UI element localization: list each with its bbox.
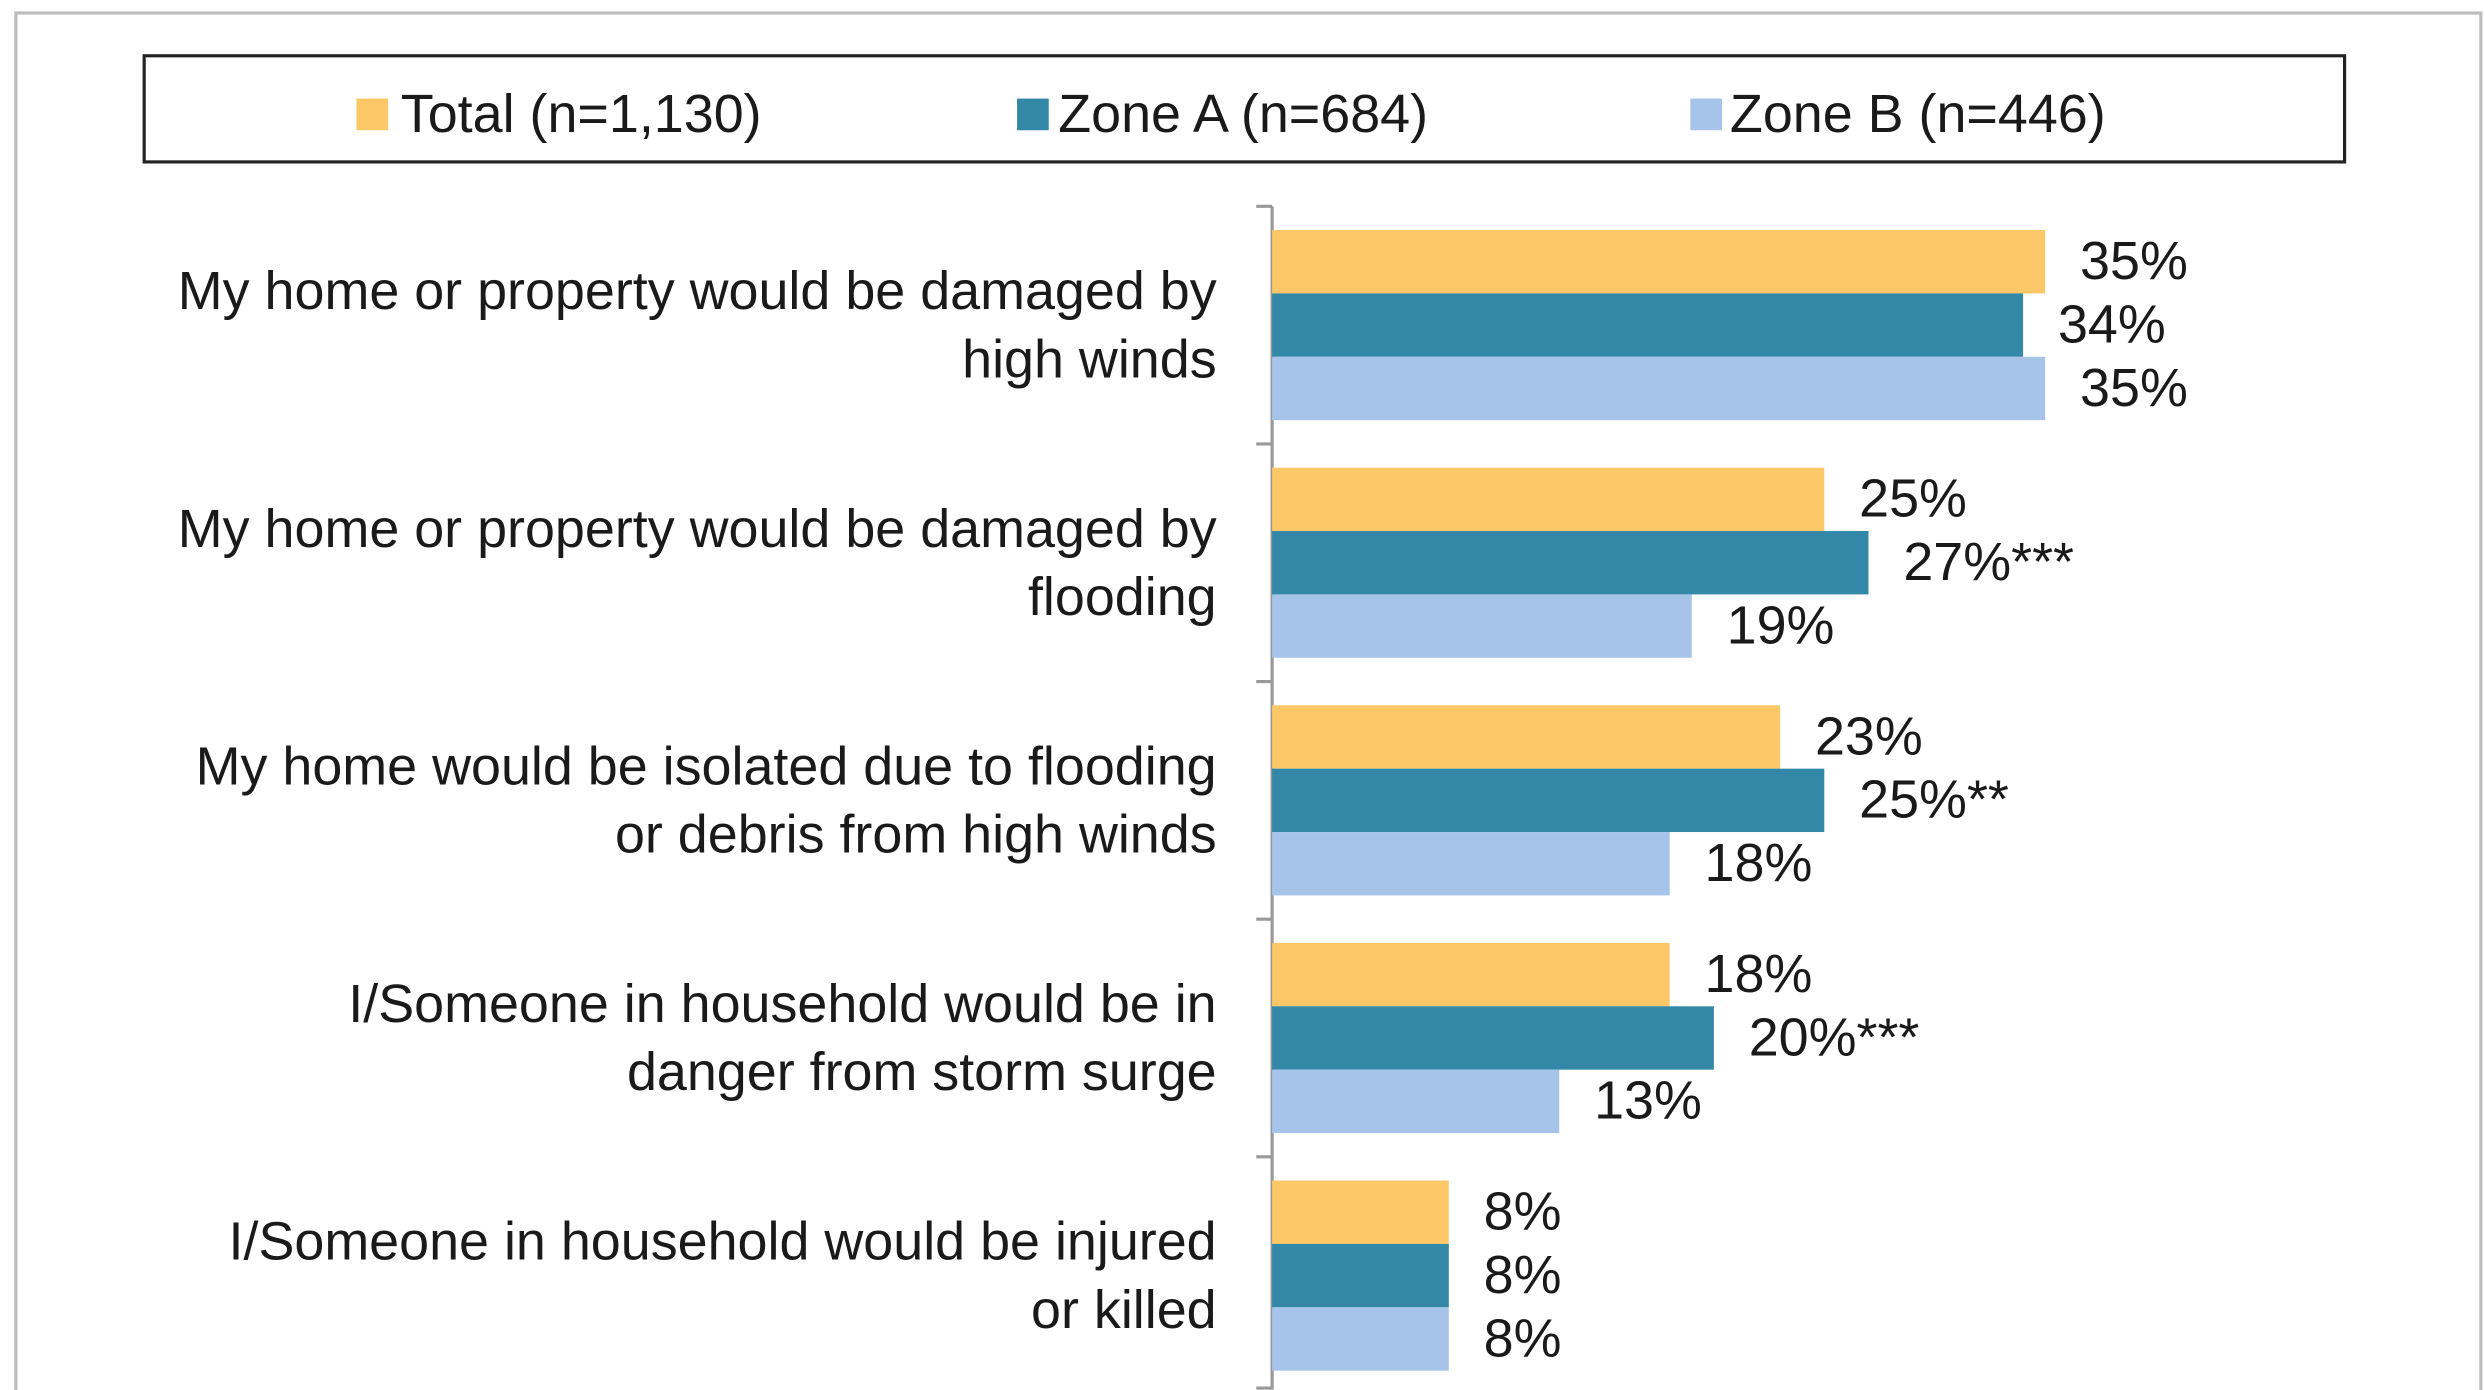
bar	[1272, 531, 1869, 595]
legend-label: Zone B (n=446)	[1730, 84, 2106, 144]
legend-label: Total (n=1,130)	[401, 84, 762, 144]
category-label: I/Someone in household would be injured	[229, 1212, 1217, 1272]
legend-box	[142, 54, 2347, 164]
data-label: 8%	[1484, 1182, 1562, 1242]
data-label: 25%**	[1859, 770, 2009, 830]
bar	[1272, 293, 2024, 357]
bar	[1272, 1180, 1449, 1244]
data-label: 8%	[1484, 1245, 1562, 1305]
data-label: 18%	[1705, 833, 1813, 893]
legend-swatch	[1017, 98, 1049, 131]
data-label: 20%***	[1749, 1007, 1920, 1067]
legend-swatch	[1690, 98, 1723, 131]
data-label: 35%	[2080, 231, 2188, 291]
category-label: or killed	[1031, 1280, 1217, 1340]
category-label: I/Someone in household would be in	[348, 974, 1216, 1034]
bar	[1272, 467, 1825, 532]
data-label: 13%	[1594, 1071, 1702, 1131]
category-label: or debris from high winds	[615, 805, 1217, 865]
category-label: high winds	[962, 329, 1217, 389]
bar	[1272, 832, 1670, 896]
data-label: 8%	[1484, 1308, 1562, 1368]
data-label: 23%	[1815, 706, 1923, 766]
data-label: 34%	[2058, 294, 2166, 354]
category-label: My home or property would be damaged by	[178, 261, 1217, 321]
bar	[1272, 942, 1670, 1007]
legend-label: Zone A (n=684)	[1058, 84, 1428, 144]
category-label: My home or property would be damaged by	[178, 499, 1217, 559]
data-label: 18%	[1705, 944, 1813, 1004]
bar	[1272, 1006, 1714, 1070]
chart-frame	[14, 11, 2483, 1390]
bar	[1272, 1243, 1449, 1308]
data-label: 25%	[1859, 469, 1967, 529]
bar	[1272, 356, 2046, 421]
category-label: danger from storm surge	[627, 1042, 1217, 1102]
bar	[1272, 1307, 1449, 1371]
bar	[1272, 594, 1692, 658]
data-label: 27%***	[1903, 532, 2074, 592]
legend-swatch	[356, 98, 389, 131]
bar	[1272, 1069, 1560, 1134]
data-label: 35%	[2080, 358, 2188, 418]
bar	[1272, 705, 1781, 769]
category-label: My home would be isolated due to floodin…	[196, 736, 1217, 796]
category-label: flooding	[1028, 567, 1217, 627]
bar	[1272, 768, 1825, 833]
bar	[1272, 230, 2046, 294]
data-label: 19%	[1727, 595, 1835, 655]
